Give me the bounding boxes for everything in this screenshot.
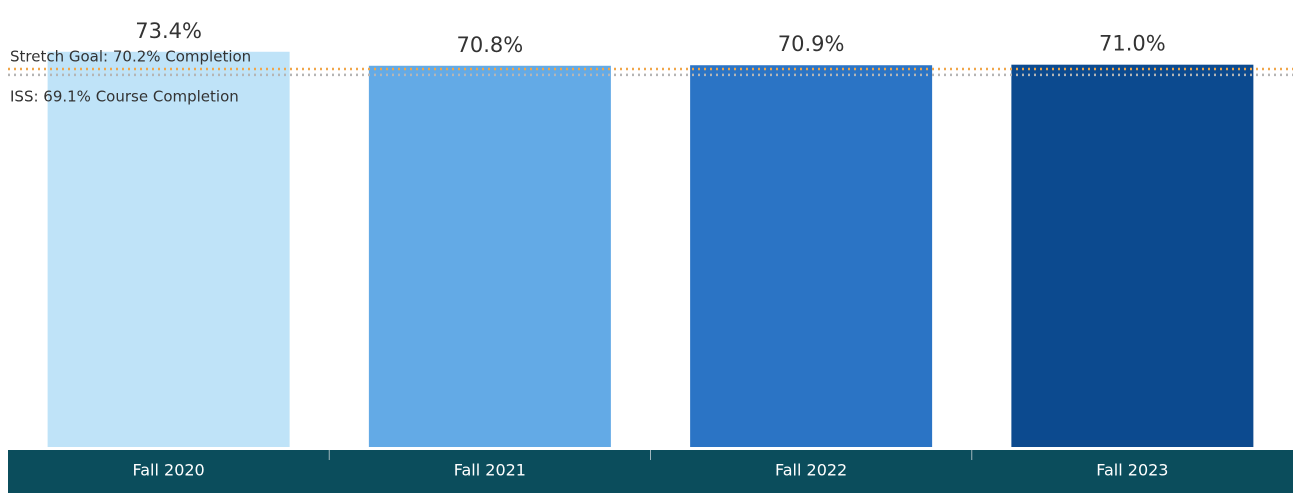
value-label: 71.0% [1099,32,1166,56]
x-tick-label: Fall 2020 [133,461,205,480]
reference-label: ISS: 69.1% Course Completion [10,87,239,105]
bar [690,65,933,447]
bar [368,65,611,448]
x-tick-label: Fall 2023 [1096,461,1168,480]
value-label: 73.4% [135,19,202,43]
x-tick-label: Fall 2021 [454,461,526,480]
value-label: 70.9% [778,32,845,56]
x-tick-label: Fall 2022 [775,461,847,480]
value-label: 70.8% [457,33,524,57]
reference-label: Stretch Goal: 70.2% Completion [10,48,251,66]
bar [47,51,290,448]
bar [1011,64,1254,447]
